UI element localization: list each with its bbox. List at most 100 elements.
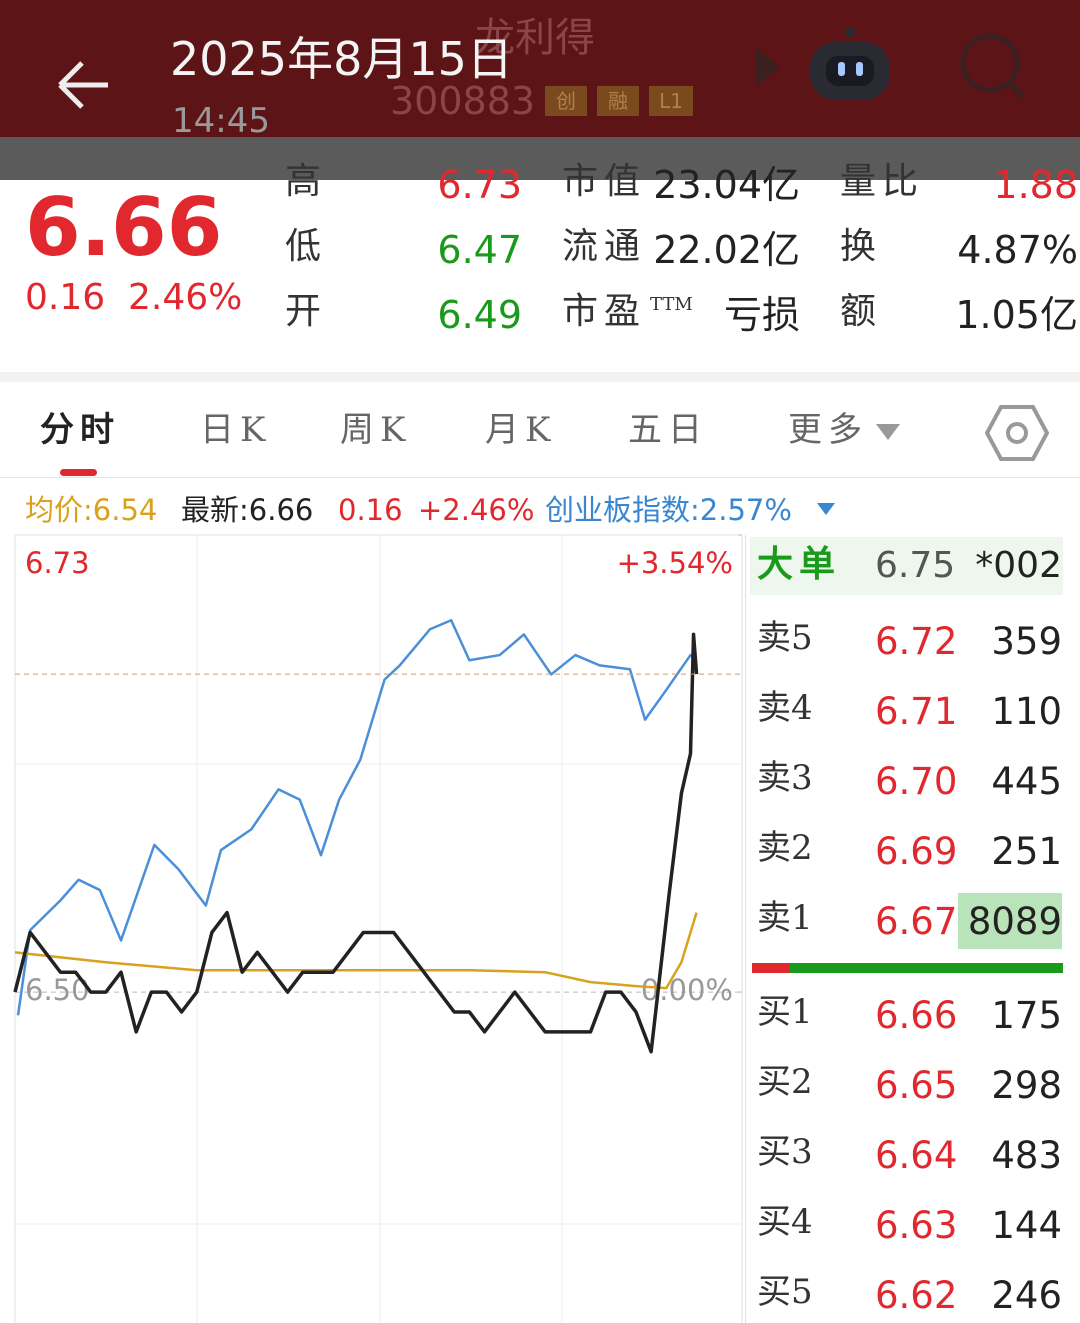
book-price: 6.65 [875, 1064, 958, 1107]
tab-indicator [60, 469, 97, 476]
stat-value: 6.49 [437, 293, 522, 337]
big-volume: *002 [975, 545, 1062, 586]
stat-value: 6.73 [437, 163, 522, 207]
legend-pct: +2.46% [418, 493, 535, 527]
tab[interactable]: 分时 [40, 410, 120, 450]
book-label: 卖1 [757, 898, 813, 938]
book-label: 买4 [757, 1202, 813, 1242]
book-label: 卖2 [757, 828, 813, 868]
dropdown-arrow[interactable] [816, 502, 836, 516]
stat-value: 23.04亿 [653, 163, 800, 207]
tag: L1 [649, 86, 693, 116]
book-volume: 8089 [967, 900, 1062, 943]
book-price: 6.69 [875, 830, 958, 873]
stat-label-sup: TTM [650, 294, 693, 315]
stat-value: 1.05亿 [955, 293, 1078, 337]
y2-tick-label: 0.00% [641, 973, 733, 1007]
book-price: 6.64 [875, 1134, 958, 1177]
book-label: 买1 [757, 992, 813, 1032]
book-volume: 359 [991, 620, 1062, 663]
big-label: 大单 [757, 543, 842, 585]
grid [15, 535, 742, 1323]
tab[interactable]: 五日 [628, 410, 708, 450]
header-bar [0, 0, 1080, 137]
y-tick-label: 6.73 [25, 546, 90, 580]
book-price: 6.66 [875, 994, 958, 1037]
ratio-bar-green [790, 963, 1063, 973]
tab[interactable]: 更多 [788, 410, 868, 450]
book-volume: 251 [991, 830, 1062, 873]
price-change-pct: 2.46% [128, 277, 243, 318]
ratio-bar-red [752, 963, 790, 973]
ask1-highlight [958, 893, 1062, 949]
intraday-chart: 6.736.50+3.54%0.00% [13, 534, 743, 1323]
book-price: 6.63 [875, 1204, 958, 1247]
book-label: 卖3 [757, 758, 813, 798]
stat-label: 额 [840, 291, 877, 332]
stat-value: 亏损 [723, 293, 800, 337]
book-label: 卖5 [757, 618, 813, 658]
stock-code: 300883 [390, 79, 536, 123]
stat-label: 高 [285, 161, 322, 202]
back-arrow[interactable] [58, 61, 108, 109]
book-divider [745, 535, 746, 1323]
tab-more-arrow [876, 424, 900, 440]
stat-value: 6.47 [437, 228, 522, 272]
y2-tick-label: +3.54% [617, 546, 733, 580]
series-line [16, 618, 698, 1016]
search-icon[interactable] [960, 33, 1027, 100]
book-label: 买5 [757, 1272, 813, 1312]
book-volume: 110 [991, 690, 1062, 733]
book-volume: 298 [991, 1064, 1062, 1107]
book-label: 卖4 [757, 688, 813, 728]
play-icon[interactable] [756, 48, 780, 86]
tab[interactable]: 周K [340, 410, 412, 450]
stat-label: 低 [285, 226, 322, 267]
tab[interactable]: 日K [200, 410, 272, 450]
price-change: 0.16 [25, 277, 106, 318]
big-order-bg [750, 537, 1063, 595]
stat-label: 量比 [840, 161, 925, 202]
book-volume: 483 [991, 1134, 1062, 1177]
time: 14:45 [172, 101, 270, 141]
book-volume: 144 [991, 1204, 1062, 1247]
book-price: 6.62 [875, 1274, 958, 1317]
book-label: 买3 [757, 1132, 813, 1172]
stat-value: 4.87% [957, 228, 1078, 272]
separator [0, 372, 1080, 382]
series-line [14, 912, 698, 990]
book-volume: 246 [991, 1274, 1062, 1317]
book-label: 买2 [757, 1062, 813, 1102]
tag: 创 [545, 86, 587, 116]
legend-latest: 最新:6.66 [181, 493, 314, 527]
chart-frame [14, 534, 743, 1323]
legend-avg: 均价:6.54 [25, 493, 158, 527]
stock-name: 龙利得 [475, 15, 595, 61]
stat-value: 1.88 [993, 163, 1078, 207]
tab[interactable]: 月K [485, 410, 557, 450]
big-price: 6.75 [875, 545, 956, 586]
tag: 融 [597, 86, 639, 116]
tab-divider [0, 477, 1080, 478]
series-line [13, 632, 699, 1054]
stat-label: 流通 [562, 226, 647, 267]
book-price: 6.70 [875, 760, 958, 803]
stat-label: 开 [285, 291, 322, 332]
book-price: 6.67 [875, 900, 958, 943]
date: 2025年8月15日 [170, 32, 513, 86]
stat-label: 市盈 [562, 291, 647, 332]
stat-value: 22.02亿 [653, 228, 800, 272]
book-volume: 445 [991, 760, 1062, 803]
header-icons [58, 27, 1027, 109]
settings-icon[interactable] [985, 405, 1049, 461]
legend-index[interactable]: 创业板指数:2.57% [545, 493, 792, 527]
legend-change: 0.16 [338, 493, 403, 527]
stat-label: 市值 [562, 161, 647, 202]
stat-label: 换 [840, 226, 877, 267]
robot-icon[interactable] [810, 27, 890, 100]
header-shadow [0, 137, 1080, 180]
last-price: 6.66 [25, 181, 223, 274]
book-volume: 175 [991, 994, 1062, 1037]
book-price: 6.71 [875, 690, 958, 733]
